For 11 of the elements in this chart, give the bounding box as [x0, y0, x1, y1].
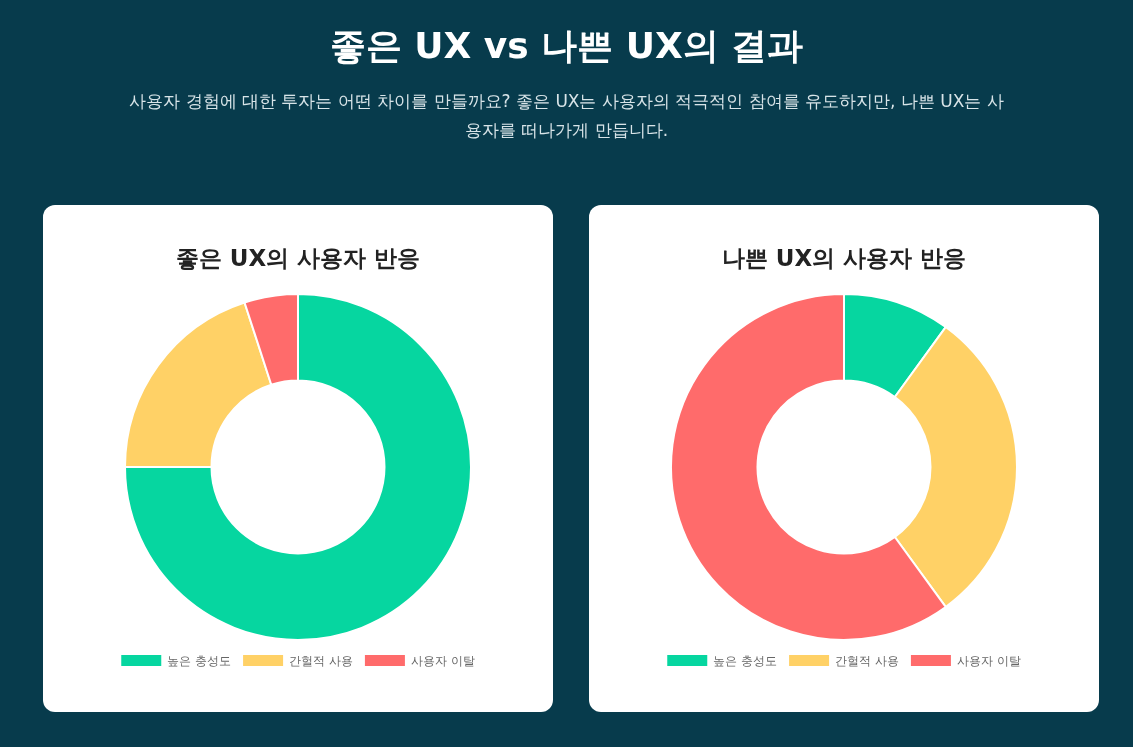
chart-title: 나쁜 UX의 사용자 반응	[720, 244, 968, 273]
donut-slice	[124, 293, 472, 641]
legend-label: 간헐적 사용	[289, 654, 353, 668]
legend-label: 간헐적 사용	[835, 654, 899, 668]
text: 좋은 UX vs 나쁜 UX의 결과	[328, 24, 805, 68]
chart-title: 좋은 UX의 사용자 반응	[174, 244, 422, 273]
legend-label: 사용자 이탈	[956, 654, 1021, 668]
text: 사용자 경험에 대한 투자는 어떤 차이를 만들까요? 좋은 UX는 사용자의 적극적인 참여를 유도하지만, 나쁜 UX는 사용자를 떠나가게 만듭니다.	[128, 90, 1005, 142]
legend-label: 높은 충성도	[713, 654, 778, 668]
legend-label: 높은 충성도	[167, 654, 232, 668]
legend-label: 사용자 이탈	[410, 654, 475, 668]
